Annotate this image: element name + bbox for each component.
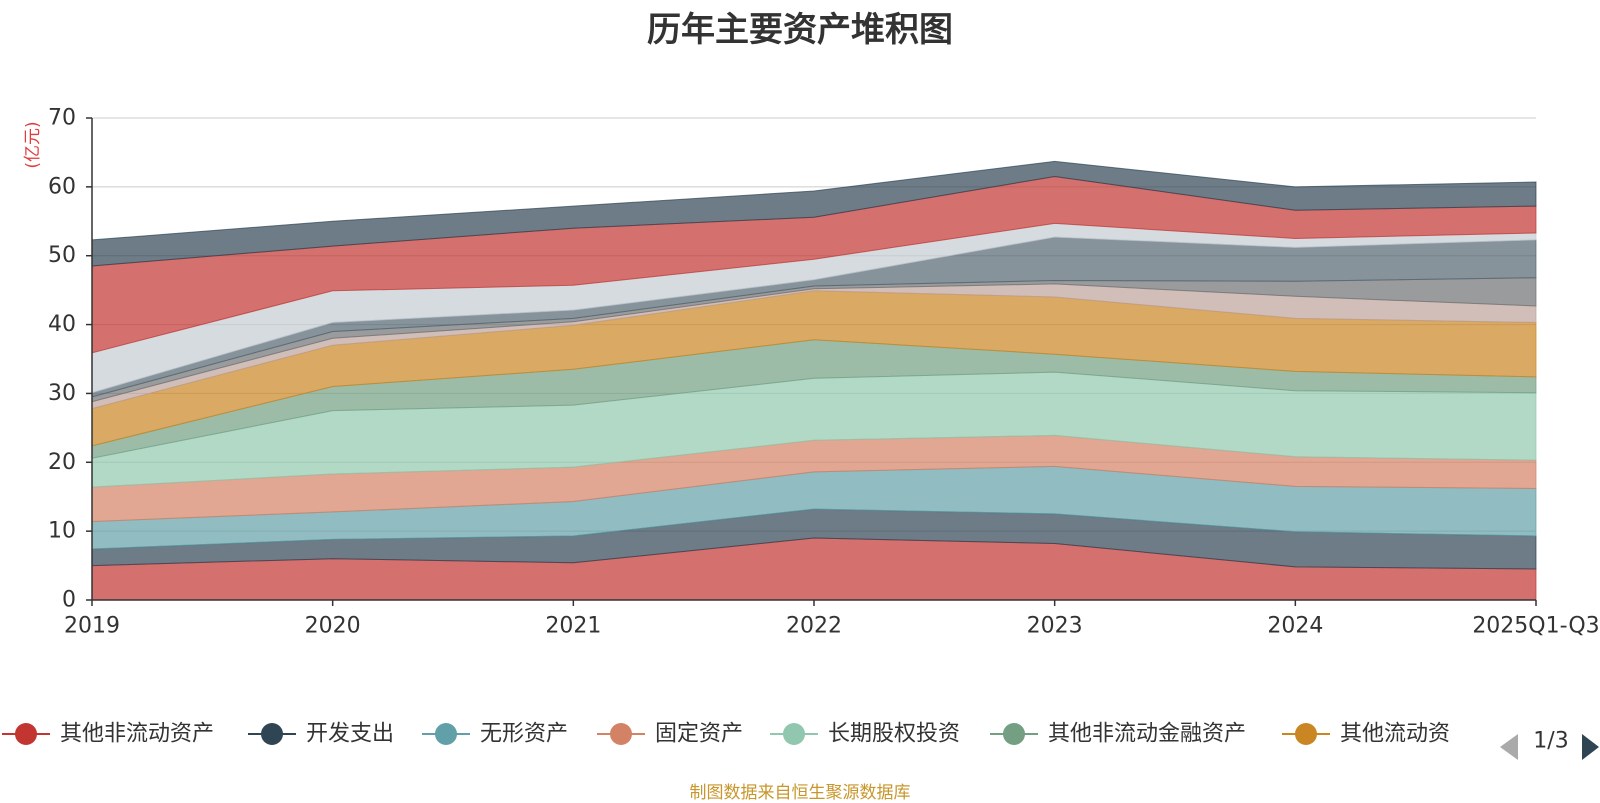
legend-item[interactable]: 其他非流动资产 — [2, 722, 214, 747]
y-axis-unit: (亿元) — [23, 121, 43, 168]
y-tick-label: 30 — [48, 381, 76, 406]
legend-dot-icon — [610, 723, 632, 745]
legend-dot-icon — [15, 723, 37, 745]
legend-label: 固定资产 — [655, 722, 743, 747]
legend-item[interactable]: 其他流动资 — [1282, 722, 1450, 747]
y-tick-label: 70 — [48, 106, 76, 131]
legend-page-indicator: 1/3 — [1533, 729, 1568, 754]
y-tick-label: 50 — [48, 243, 76, 268]
source-note: 制图数据来自恒生聚源数据库 — [689, 783, 911, 803]
legend-item[interactable]: 开发支出 — [248, 722, 394, 747]
x-tick-label: 2019 — [64, 614, 120, 639]
legend-dot-icon — [1295, 723, 1317, 745]
legend-label: 其他非流动资产 — [60, 722, 214, 747]
legend-prev-icon[interactable] — [1500, 734, 1518, 760]
area-series-13 — [91, 160, 1537, 267]
legend-pager: 1/3 — [1500, 729, 1599, 760]
x-tick-label: 2020 — [305, 614, 361, 639]
legend: 其他非流动资产 开发支出 无形资产 固定资产 长期股权投资 其他非流动金融资产 其他流动资 — [2, 722, 1450, 747]
legend-item[interactable]: 长期股权投资 — [770, 722, 960, 747]
y-axis-ticks: 0 10 20 30 40 50 60 70 — [48, 106, 92, 613]
x-tick-label: 2021 — [545, 614, 601, 639]
x-tick-label: 2025Q1-Q3 — [1472, 614, 1599, 639]
y-tick-label: 10 — [48, 519, 76, 544]
y-tick-label: 20 — [48, 450, 76, 475]
y-tick-label: 0 — [62, 588, 76, 613]
legend-dot-icon — [261, 723, 283, 745]
x-tick-label: 2022 — [786, 614, 842, 639]
x-tick-label: 2023 — [1027, 614, 1083, 639]
y-tick-label: 40 — [48, 312, 76, 337]
legend-label: 其他非流动金融资产 — [1048, 722, 1246, 747]
x-tick-label: 2024 — [1267, 614, 1323, 639]
legend-item[interactable]: 固定资产 — [597, 722, 743, 747]
legend-next-icon[interactable] — [1582, 734, 1599, 760]
legend-item[interactable]: 其他非流动金融资产 — [990, 722, 1246, 747]
chart-title: 历年主要资产堆积图 — [647, 10, 953, 50]
legend-label: 长期股权投资 — [828, 722, 960, 747]
legend-dot-icon — [783, 723, 805, 745]
legend-label: 开发支出 — [306, 722, 394, 747]
legend-dot-icon — [435, 723, 457, 745]
x-axis-ticks: 2019 2020 2021 2022 2023 2024 2025Q1-Q3 — [64, 600, 1600, 639]
stacked-areas — [91, 160, 1537, 601]
y-tick-label: 60 — [48, 174, 76, 199]
legend-label: 其他流动资 — [1340, 722, 1450, 747]
legend-item[interactable]: 无形资产 — [422, 722, 568, 747]
legend-label: 无形资产 — [480, 722, 568, 747]
legend-dot-icon — [1003, 723, 1025, 745]
